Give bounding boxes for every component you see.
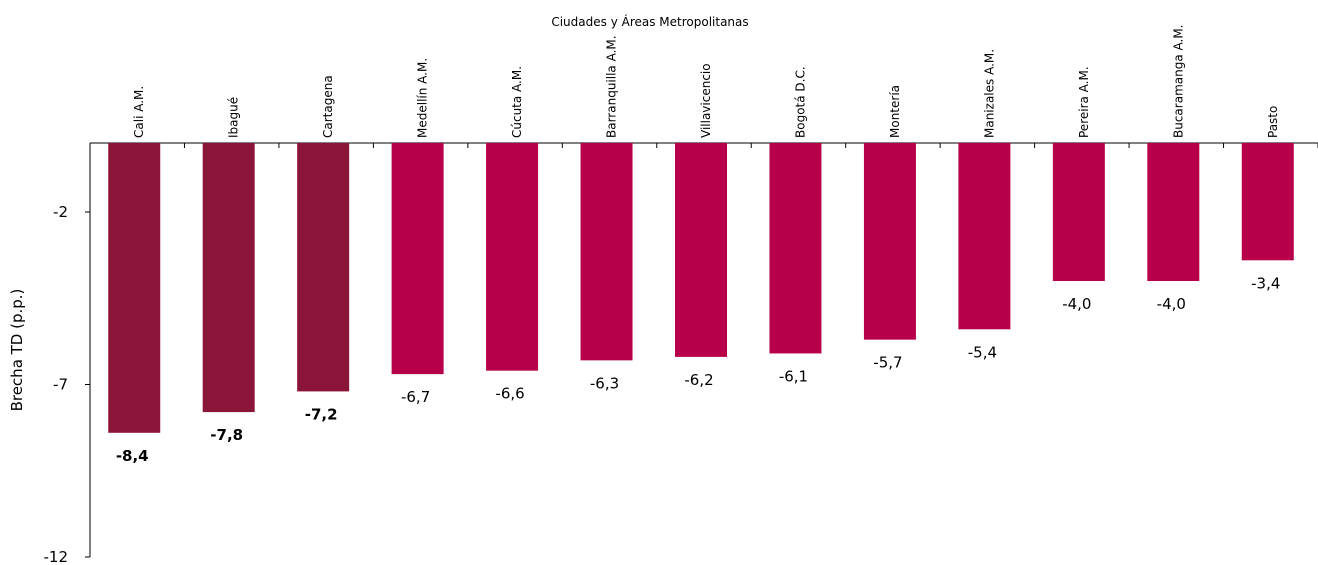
x-tick-label: Cúcuta A.M. [510, 66, 524, 138]
y-axis-label: Brecha TD (p.p.) [8, 289, 26, 412]
value-label: -5,4 [968, 343, 997, 361]
bar [1052, 143, 1105, 281]
x-tick-label: Barranquilla A.M. [605, 35, 619, 138]
chart-title: Ciudades y Áreas Metropolitanas [551, 14, 748, 29]
x-tick-label: Bogotá D.C. [793, 66, 807, 138]
x-tick-label: Bucaramanga A.M. [1171, 25, 1185, 139]
bar [958, 143, 1011, 330]
value-label: -6,3 [590, 374, 619, 392]
value-label: -3,4 [1251, 274, 1280, 292]
x-tick-label: Medellín A.M. [416, 58, 430, 138]
value-label: -8,4 [116, 447, 149, 465]
x-tick-label: Cali A.M. [132, 86, 146, 138]
x-tick-label: Manizales A.M. [982, 49, 996, 138]
value-label: -6,2 [684, 371, 713, 389]
bar [391, 143, 444, 375]
x-tick-label: Cartagena [321, 75, 335, 138]
value-label: -6,1 [779, 367, 808, 385]
value-label: -7,2 [305, 405, 338, 423]
value-label: -4,0 [1062, 295, 1091, 313]
x-tick-label: Montería [888, 85, 902, 138]
value-label: -6,7 [401, 388, 430, 406]
bar [863, 143, 916, 340]
bar [202, 143, 255, 413]
x-tick-label: Pasto [1266, 106, 1280, 138]
bar [580, 143, 633, 361]
bar [486, 143, 539, 371]
value-label: -6,6 [495, 385, 524, 403]
value-label: -5,7 [873, 354, 902, 372]
bar [1147, 143, 1200, 281]
y-tick-label: -12 [44, 548, 69, 565]
bar [769, 143, 822, 354]
x-tick-label: Ibagué [227, 97, 241, 138]
value-label: -7,8 [210, 426, 243, 444]
value-label: -4,0 [1157, 295, 1186, 313]
bar [675, 143, 727, 357]
bar [108, 143, 161, 433]
bar [1241, 143, 1294, 261]
y-tick-label: -2 [53, 203, 68, 221]
y-tick-label: -7 [53, 376, 68, 394]
bar [297, 143, 350, 392]
x-tick-label: Pereira A.M. [1077, 66, 1091, 138]
x-tick-label: Villavicencio [699, 63, 713, 138]
